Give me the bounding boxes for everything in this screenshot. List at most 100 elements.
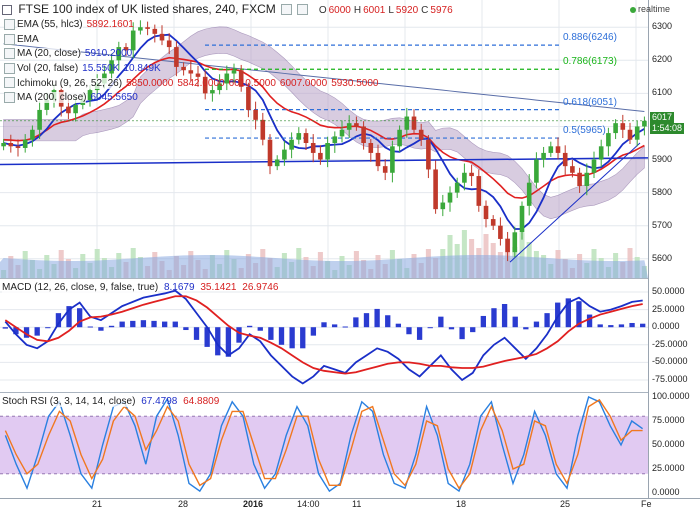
macd-histogram-bar [491,308,497,328]
candle-body [145,27,150,29]
time-axis[interactable] [0,498,700,512]
pane-separator[interactable] [0,278,648,279]
ohlc-value: 6000 [328,5,351,16]
bar-countdown: 1:54:08 [652,123,683,133]
indicator-value: 10.849K [123,62,161,74]
candle-body [390,146,395,173]
candle-body [541,152,546,160]
macd-histogram-bar [448,327,455,330]
price-axis[interactable] [648,0,700,498]
legend-toggle-icon[interactable] [4,33,15,45]
indicator-legend-row[interactable]: Ichimoku (9, 26, 52, 26) 5850.0000 5842.00… [2,77,378,89]
legend-toggle-icon[interactable] [4,19,15,30]
candle-body [188,70,194,74]
indicator-value: 5892.1601 [86,19,134,31]
visibility-icon[interactable] [297,4,309,16]
candle-body [238,70,244,87]
candle-body [606,133,611,147]
candle-body [1,143,6,147]
macd-histogram-bar [427,327,433,329]
indicator-legend-row[interactable]: MA (20, close) 5910.2000 [2,48,132,60]
y-tick-label: 0.0000 [652,321,680,332]
indicator-legend-row[interactable]: EMA (55, hlc3) 5892.1601 [2,19,134,31]
price-chart[interactable] [0,0,648,278]
settings-icon[interactable] [281,4,293,16]
macd-chart[interactable] [0,279,648,392]
x-tick-label: 14:00 [297,499,320,509]
indicator-legend-row[interactable]: EMA [2,33,39,46]
candle-body [562,152,568,167]
x-tick-label: 11 [352,499,362,509]
candle-body [519,205,525,233]
x-tick-label: 18 [456,499,467,509]
macd-hist-value: 26.9746 [242,282,279,293]
indicator-legend-row[interactable]: Vol (20, false) 15.550K 10.849K [2,62,161,75]
candle-body [274,159,280,167]
stoch-rsi-chart[interactable] [0,393,648,498]
indicator-legend-row[interactable]: MA (200, close) 6045.5650 [2,92,138,104]
macd-histogram-bar [533,321,540,328]
legend-toggle-icon[interactable] [4,77,15,89]
candle-body [505,238,510,253]
fib-level-label: 0.786(6173) [563,56,617,68]
macd-histogram-bar [470,327,476,333]
candle-body [490,219,496,226]
y-tick-label: -50.0000 [652,356,688,367]
macd-histogram-bar [34,327,40,336]
x-tick-label: 28 [178,499,189,509]
last-price-tag: 6017 [650,112,675,123]
volume-bar [461,230,467,278]
y-tick-label: -25.0000 [652,338,688,349]
candle-body [116,47,122,61]
candle-body [15,146,21,148]
macd-histogram-bar [98,327,104,331]
macd-histogram-bar [331,324,338,328]
macd-histogram-bar [162,321,168,328]
macd-histogram-bar [140,320,147,328]
y-tick-label: 5800 [652,186,673,197]
candle-body [246,86,251,110]
macd-histogram-bar [225,327,232,357]
pane-separator[interactable] [0,392,648,393]
candle-body [613,123,618,134]
macd-histogram-bar [45,327,51,329]
y-tick-label: -75.0000 [652,373,688,384]
macd-histogram-bar [395,323,402,328]
legend-toggle-icon[interactable] [4,48,15,60]
candle-body [310,143,316,153]
candle-body [217,83,222,91]
candle-body [332,136,338,143]
last-price: 6017 [652,112,673,122]
candle-body [476,176,482,206]
macd-histogram-bar [204,327,210,347]
y-tick-label: 50.0000 [652,439,685,449]
countdown-tag: 1:54:08 [650,123,685,134]
macd-histogram-bar [77,308,83,328]
macd-histogram-bar [597,324,603,328]
macd-histogram-bar [13,327,19,335]
volume-ma-area [0,255,648,278]
support-trendline [0,157,648,166]
chart-header: FTSE 100 index of UK listed shares, 240,… [2,2,453,18]
y-tick-label: 6100 [652,87,673,98]
candle-body [282,149,287,160]
macd-histogram-bar [629,322,635,328]
fib-level-label: 0.886(6246) [563,32,617,44]
macd-histogram-bar [385,315,391,328]
legend-toggle-icon[interactable] [4,92,15,103]
ema-line [3,56,645,199]
candle-body [181,66,186,71]
macd-histogram-bar [608,325,614,328]
stoch-d-line [4,398,643,490]
candle-body [210,90,215,94]
candle-body [462,172,467,183]
candle-body [303,133,309,143]
candle-body [159,33,165,41]
legend-toggle-icon[interactable] [4,62,15,74]
candle-body [44,100,50,110]
macd-histogram-bar [480,315,486,328]
macd-histogram-bar [459,327,465,340]
collapse-icon[interactable] [2,4,12,15]
macd-histogram-bar [555,302,561,328]
candle-body [109,60,114,74]
